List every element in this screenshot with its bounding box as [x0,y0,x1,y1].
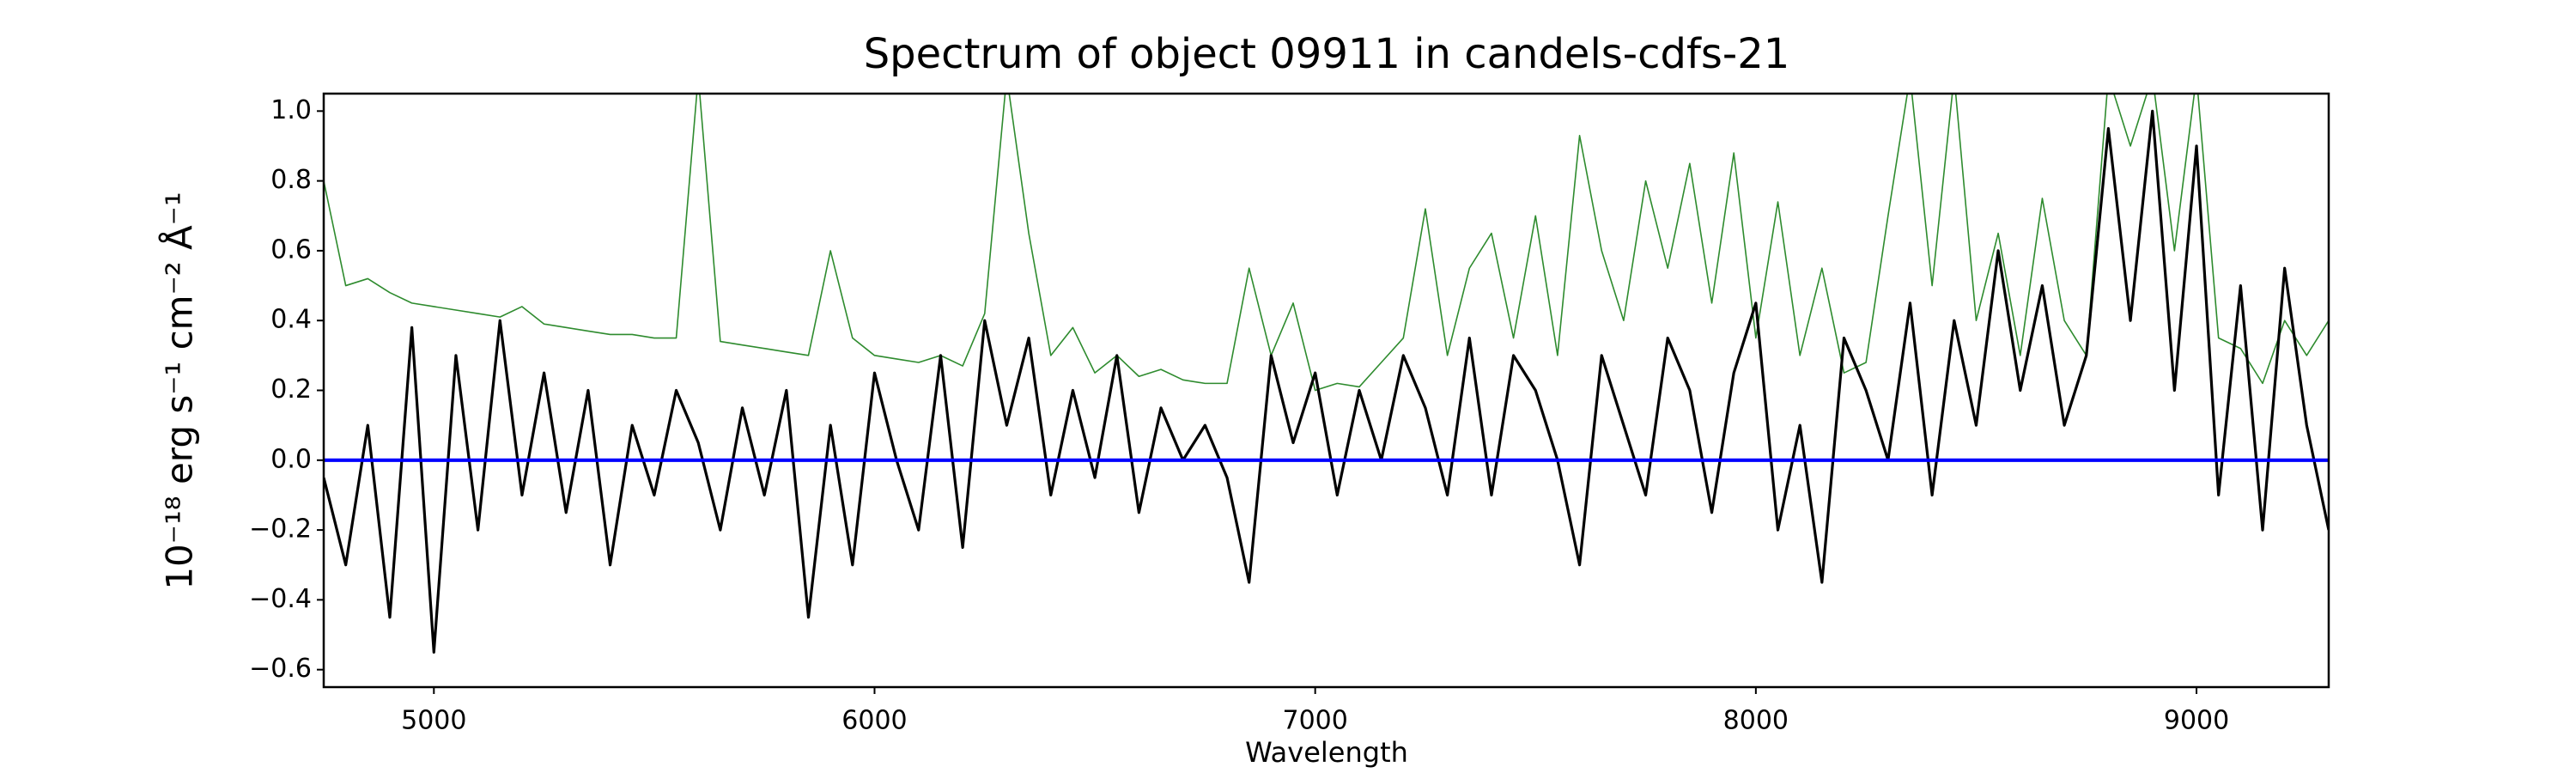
x-tick-label: 7000 [1282,706,1347,736]
x-tick-label: 5000 [401,706,466,736]
y-tick-label: 0.6 [270,234,312,265]
y-tick-label: −0.2 [249,514,312,545]
chart-title: Spectrum of object 09911 in candels-cdfs… [864,30,1790,78]
y-tick-label: 0.2 [270,374,312,405]
series-line [324,94,2329,392]
series-line [324,109,2329,654]
y-axis-label: 10⁻¹⁸ erg s⁻¹ cm⁻² Å⁻¹ [158,192,201,589]
y-tick-label: −0.4 [249,584,312,614]
y-tick-label: −0.6 [249,654,312,684]
x-tick-label: 8000 [1723,706,1789,736]
x-axis-label: Wavelength [1245,736,1408,769]
x-tick-label: 9000 [2164,706,2229,736]
y-tick-label: 0.8 [270,165,312,195]
plot-area [324,94,2329,654]
y-tick-label: 1.0 [270,95,312,125]
y-tick-label: 0.0 [270,444,312,474]
x-tick-label: 6000 [841,706,907,736]
y-tick-label: 0.4 [270,305,312,335]
axes-frame [322,92,2330,689]
